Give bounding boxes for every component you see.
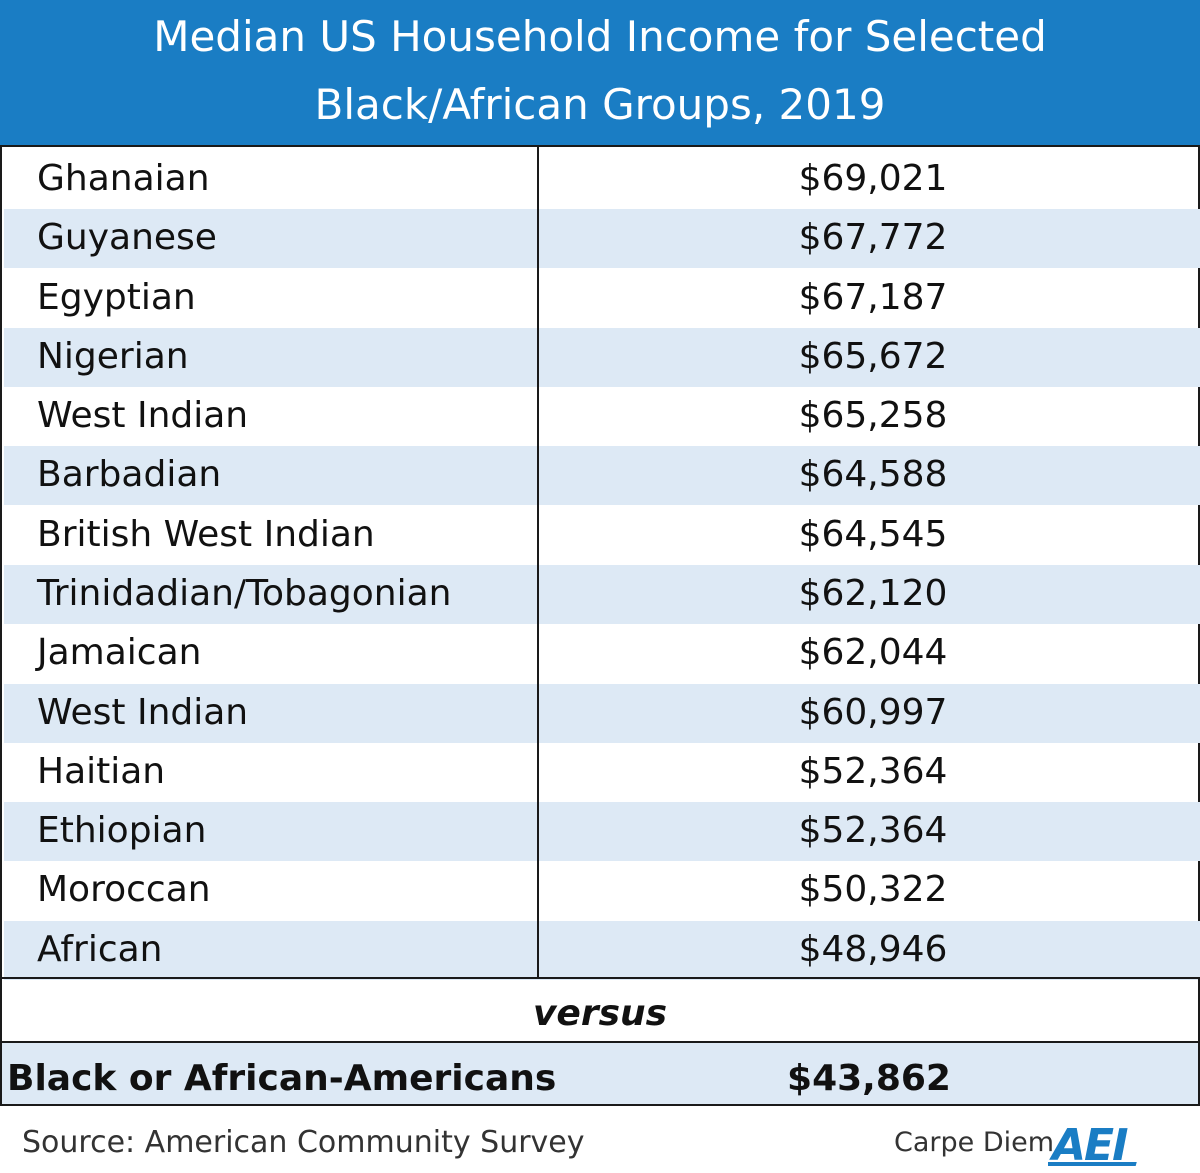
group-name: Moroccan [37,869,211,911]
income-value: $65,672 [798,335,948,377]
group-name: West Indian [37,395,249,437]
versus-label: versus [532,993,668,1034]
group-name: Trinidadian/Tobagonian [37,572,452,614]
aei-logo-icon: AEI [1048,1120,1137,1168]
table-row: Nigerian $65,672 [4,327,1200,387]
table-row: African $48,946 [4,920,1200,980]
column-divider [537,147,539,977]
income-value: $60,997 [798,691,948,733]
group-name: Egyptian [37,276,196,318]
group-name: British West Indian [37,513,375,555]
group-name: Jamaican [37,632,202,674]
income-value: $64,545 [798,513,948,555]
table-row: West Indian $60,997 [4,683,1200,743]
income-value: $67,772 [798,217,948,259]
table-row: Haitian $52,364 [4,743,1200,802]
group-name: Nigerian [37,335,189,377]
table-row: British West Indian $64,545 [4,506,1200,565]
comparison-income-value: $43,862 [787,1058,951,1099]
group-name: Guyanese [37,217,217,259]
income-value: $48,946 [798,928,948,970]
income-value: $67,187 [798,276,948,318]
table-row: Jamaican $62,044 [4,624,1200,683]
income-value: $52,364 [798,750,948,792]
source-note: Source: American Community Survey [22,1125,585,1160]
group-name: Barbadian [37,454,222,496]
income-value: $69,021 [798,158,948,199]
group-name: Ethiopian [37,810,207,852]
table-row: Moroccan $50,322 [4,861,1200,920]
income-value: $64,588 [798,454,948,496]
group-name: Haitian [37,750,166,792]
title-line-1: Median US Household Income for Selected [153,12,1047,61]
income-value: $65,258 [798,395,948,437]
table-row: Guyanese $67,772 [4,209,1200,269]
income-value: $50,322 [798,869,948,911]
table-row: West Indian $65,258 [4,387,1200,446]
comparison-group-name: Black or African-Americans [7,1058,557,1099]
income-value: $62,120 [798,572,948,614]
title-banner [0,0,1200,147]
group-name: Ghanaian [37,158,210,199]
table-row: Trinidadian/Tobagonian $62,120 [4,564,1200,624]
comparison-row [0,1043,1200,1106]
table-row: Egyptian $67,187 [4,269,1200,328]
title-line-2: Black/African Groups, 2019 [314,80,886,129]
table-row: Ethiopian $52,364 [4,802,1200,862]
income-value: $52,364 [798,810,948,852]
group-name: African [37,928,163,970]
table-row: Barbadian $64,588 [4,446,1200,506]
income-value: $62,044 [798,632,948,674]
versus-row [0,977,1200,1043]
table-row: Ghanaian $69,021 [4,150,1200,209]
group-name: West Indian [37,691,249,733]
aei-logo-text: AEI [1049,1120,1128,1168]
income-table: Ghanaian $69,021 Guyanese $67,772 Egyptian $6… [0,147,1200,980]
brand-label: Carpe Diem [894,1127,1055,1158]
